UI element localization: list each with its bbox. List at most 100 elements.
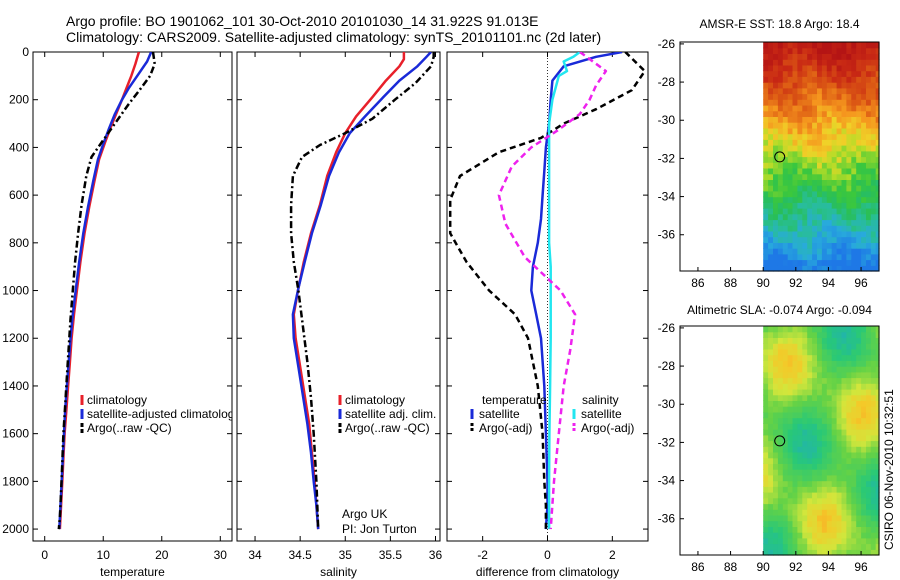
sst-cell [773,196,779,203]
sla-cell [763,406,769,413]
sla-cell [831,389,838,396]
sst-cell [861,173,867,180]
sst-cell [851,122,857,129]
sla-cell [777,452,784,459]
sla-cell [870,520,877,527]
sla-cell [807,469,813,476]
sla-cell [773,383,779,390]
sst-cell [797,259,803,266]
sst-cell [807,64,813,72]
sla-cell [861,497,867,505]
sla-cell [812,406,818,413]
sla-cell [821,474,828,482]
sst-cell [870,230,877,238]
sla-cell [768,509,774,516]
sst-cell [826,213,833,221]
temperature-ytick-label: 1000 [2,284,29,298]
sst-cell [802,196,808,203]
sst-cell [768,162,774,169]
temperature-legend-label-2: Argo(..raw -QC) [87,421,172,435]
sst-cell [870,173,877,180]
sst-cell [802,225,808,232]
sst-xtick-label: 88 [724,276,738,290]
sst-cell [870,76,877,83]
sla-cell [856,492,862,499]
sla-cell [866,366,872,373]
sst-cell [875,225,880,232]
sst-cell [763,248,769,255]
sla-cell [792,463,798,470]
sla-cell [807,509,813,516]
sla-ytick-label: -32 [658,435,676,449]
sla-cell [802,469,808,476]
sst-cell [826,64,833,72]
sla-cell [841,389,847,396]
sla-cell [841,354,847,361]
sst-cell [777,208,784,215]
sst-cell [851,145,857,152]
sla-cell [875,429,880,436]
sst-cell [782,82,789,89]
sla-cell [875,348,880,356]
sst-cell [812,202,818,209]
sla-cell [836,354,843,361]
sla-cell [821,457,828,464]
sst-cell [763,230,769,238]
sla-cell [821,480,828,487]
sla-cell [787,429,794,436]
sst-cell [782,185,789,192]
sst-cell [807,99,813,106]
sla-cell [856,343,862,350]
sst-cell [782,133,789,140]
sla-cell [836,497,843,505]
sla-cell [812,549,818,556]
sst-cell [777,139,784,146]
sst-cell [821,87,828,95]
sla-cell [875,354,880,361]
sst-cell [782,59,789,66]
sst-cell [841,185,847,192]
sla-cell [846,532,852,539]
sst-cell [861,105,867,112]
sla-cell [787,389,794,396]
sla-cell [851,537,857,545]
sst-cell [787,168,794,175]
sla-cell [856,452,862,459]
sst-cell [777,202,784,209]
salinity-xtick-label: 35.5 [379,548,403,562]
sla-cell [821,497,828,505]
sst-cell [802,116,808,123]
sst-cell [782,70,789,77]
sla-cell [817,343,823,350]
sst-cell [875,53,880,60]
sla-cell [870,526,877,533]
sla-xtick-label: 94 [822,560,836,574]
sla-cell [861,354,867,361]
sla-cell [856,383,862,390]
sla-cell [782,520,789,527]
sla-cell [768,452,774,459]
sst-cell [866,219,872,226]
sst-cell [821,139,828,146]
sla-ytick-label: -26 [658,321,676,335]
sst-cell [851,53,857,60]
sst-cell [851,196,857,203]
sst-cell [846,196,852,203]
sst-cell [821,208,828,215]
sla-cell [787,434,794,442]
sst-cell [826,179,833,186]
sla-cell [797,469,803,476]
sst-cell [826,248,833,255]
sst-cell [831,105,838,112]
sst-cell [870,116,877,123]
sla-cell [773,371,779,379]
sst-cell [856,213,862,221]
sla-cell [846,337,852,344]
sla-cell [792,434,798,442]
sst-cell [866,99,872,106]
sla-cell [826,446,833,453]
sla-cell [817,469,823,476]
sla-cell [817,503,823,510]
sst-cell [773,230,779,238]
sst-cell [856,139,862,146]
